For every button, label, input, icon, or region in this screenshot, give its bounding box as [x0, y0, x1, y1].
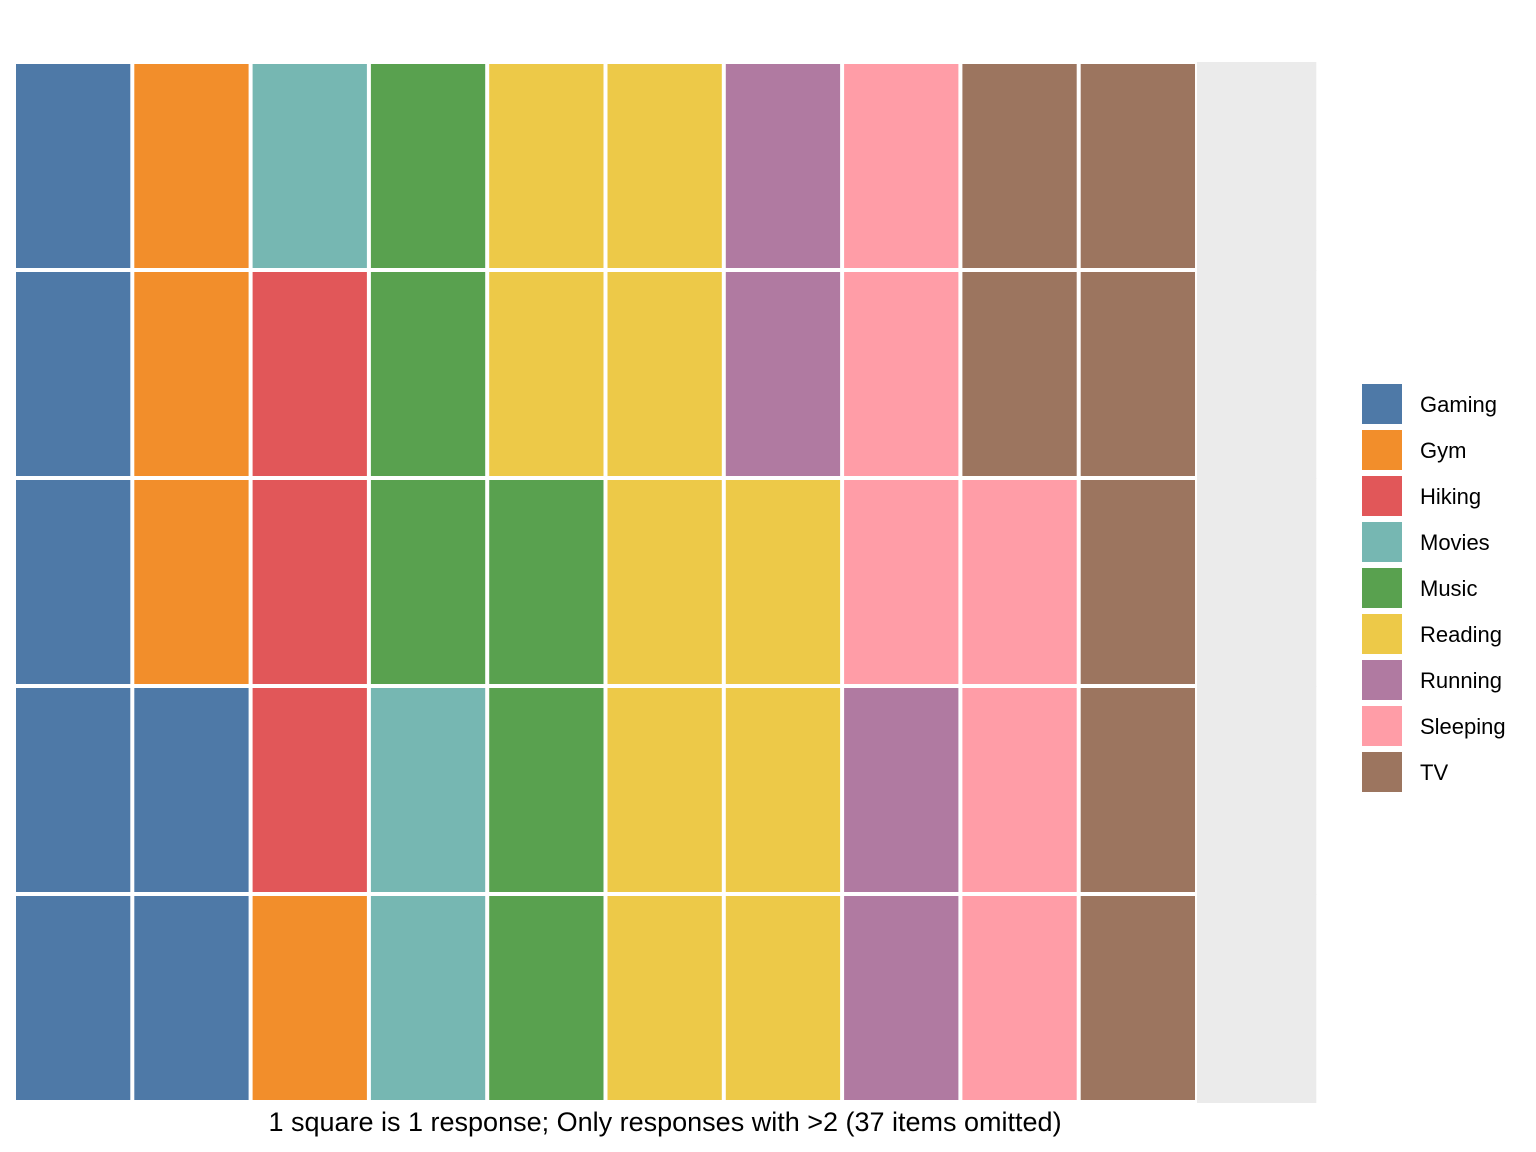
waffle-cell-reading [725, 688, 841, 892]
waffle-cell-music [489, 896, 604, 1100]
waffle-cell-sleeping [844, 64, 959, 268]
waffle-cell-running [844, 688, 959, 892]
legend-key-music [1360, 566, 1404, 610]
legend-label-gaming: Gaming [1420, 392, 1497, 417]
waffle-cell-movies [252, 64, 367, 268]
waffle-cell-tv [962, 64, 1077, 268]
waffle-cell-gaming [16, 480, 131, 684]
waffle-cell-hiking [252, 480, 367, 684]
chart-caption: 1 square is 1 response; Only responses w… [268, 1107, 1061, 1137]
waffle-empty-cell [1197, 478, 1317, 687]
waffle-empty-cell [1197, 686, 1317, 895]
waffle-cell-reading [607, 64, 722, 268]
waffle-cell-sleeping [962, 896, 1077, 1100]
waffle-cell-reading [489, 64, 604, 268]
waffle-cell-gaming [134, 688, 249, 892]
legend-key-tv [1360, 750, 1404, 794]
waffle-cell-reading [607, 896, 722, 1100]
waffle-empty-cell [1197, 62, 1317, 271]
waffle-cell-movies [370, 688, 486, 892]
waffle-cell-gym [134, 272, 249, 476]
legend-label-movies: Movies [1420, 530, 1490, 555]
waffle-cell-reading [607, 272, 722, 476]
waffle-grid [16, 62, 1317, 1103]
waffle-cell-gaming [16, 688, 131, 892]
waffle-cell-gaming [16, 272, 131, 476]
waffle-cell-reading [725, 896, 841, 1100]
legend-key-running [1360, 658, 1404, 702]
waffle-cell-gym [252, 896, 367, 1100]
legend-label-gym: Gym [1420, 438, 1466, 463]
waffle-cell-tv [1080, 272, 1195, 476]
waffle-cell-reading [725, 480, 841, 684]
legend-key-gym [1360, 428, 1404, 472]
waffle-cell-sleeping [844, 480, 959, 684]
waffle-cell-gym [134, 64, 249, 268]
waffle-cell-gym [134, 480, 249, 684]
waffle-empty-cell [1197, 270, 1317, 479]
legend: Gaming Gym Hiking Movies Music Reading Running… [1360, 382, 1506, 794]
waffle-cell-tv [1080, 480, 1195, 684]
waffle-cell-music [370, 64, 486, 268]
waffle-cell-movies [370, 896, 486, 1100]
waffle-cell-tv [1080, 896, 1195, 1100]
waffle-cell-music [489, 688, 604, 892]
waffle-cell-gaming [16, 896, 131, 1100]
legend-label-music: Music [1420, 576, 1477, 601]
legend-label-reading: Reading [1420, 622, 1502, 647]
legend-label-tv: TV [1420, 760, 1448, 785]
waffle-cell-reading [607, 688, 722, 892]
waffle-cell-gaming [16, 64, 131, 268]
waffle-cell-sleeping [962, 688, 1077, 892]
waffle-cell-tv [1080, 64, 1195, 268]
legend-key-gaming [1360, 382, 1404, 426]
legend-key-hiking [1360, 474, 1404, 518]
legend-label-hiking: Hiking [1420, 484, 1481, 509]
waffle-cell-tv [1080, 688, 1195, 892]
waffle-cell-running [725, 64, 841, 268]
legend-label-running: Running [1420, 668, 1502, 693]
waffle-cell-music [489, 480, 604, 684]
waffle-cell-sleeping [962, 480, 1077, 684]
waffle-empty-cell [1197, 894, 1317, 1103]
waffle-cell-running [725, 272, 841, 476]
waffle-cell-reading [489, 272, 604, 476]
waffle-cell-reading [607, 480, 722, 684]
waffle-cell-running [844, 896, 959, 1100]
waffle-cell-hiking [252, 272, 367, 476]
waffle-cell-sleeping [844, 272, 959, 476]
waffle-cell-music [370, 480, 486, 684]
waffle-cell-music [370, 272, 486, 476]
waffle-cell-gaming [134, 896, 249, 1100]
legend-label-sleeping: Sleeping [1420, 714, 1506, 739]
legend-key-sleeping [1360, 704, 1404, 748]
legend-key-movies [1360, 520, 1404, 564]
waffle-cell-hiking [252, 688, 367, 892]
legend-key-reading [1360, 612, 1404, 656]
waffle-cell-tv [962, 272, 1077, 476]
